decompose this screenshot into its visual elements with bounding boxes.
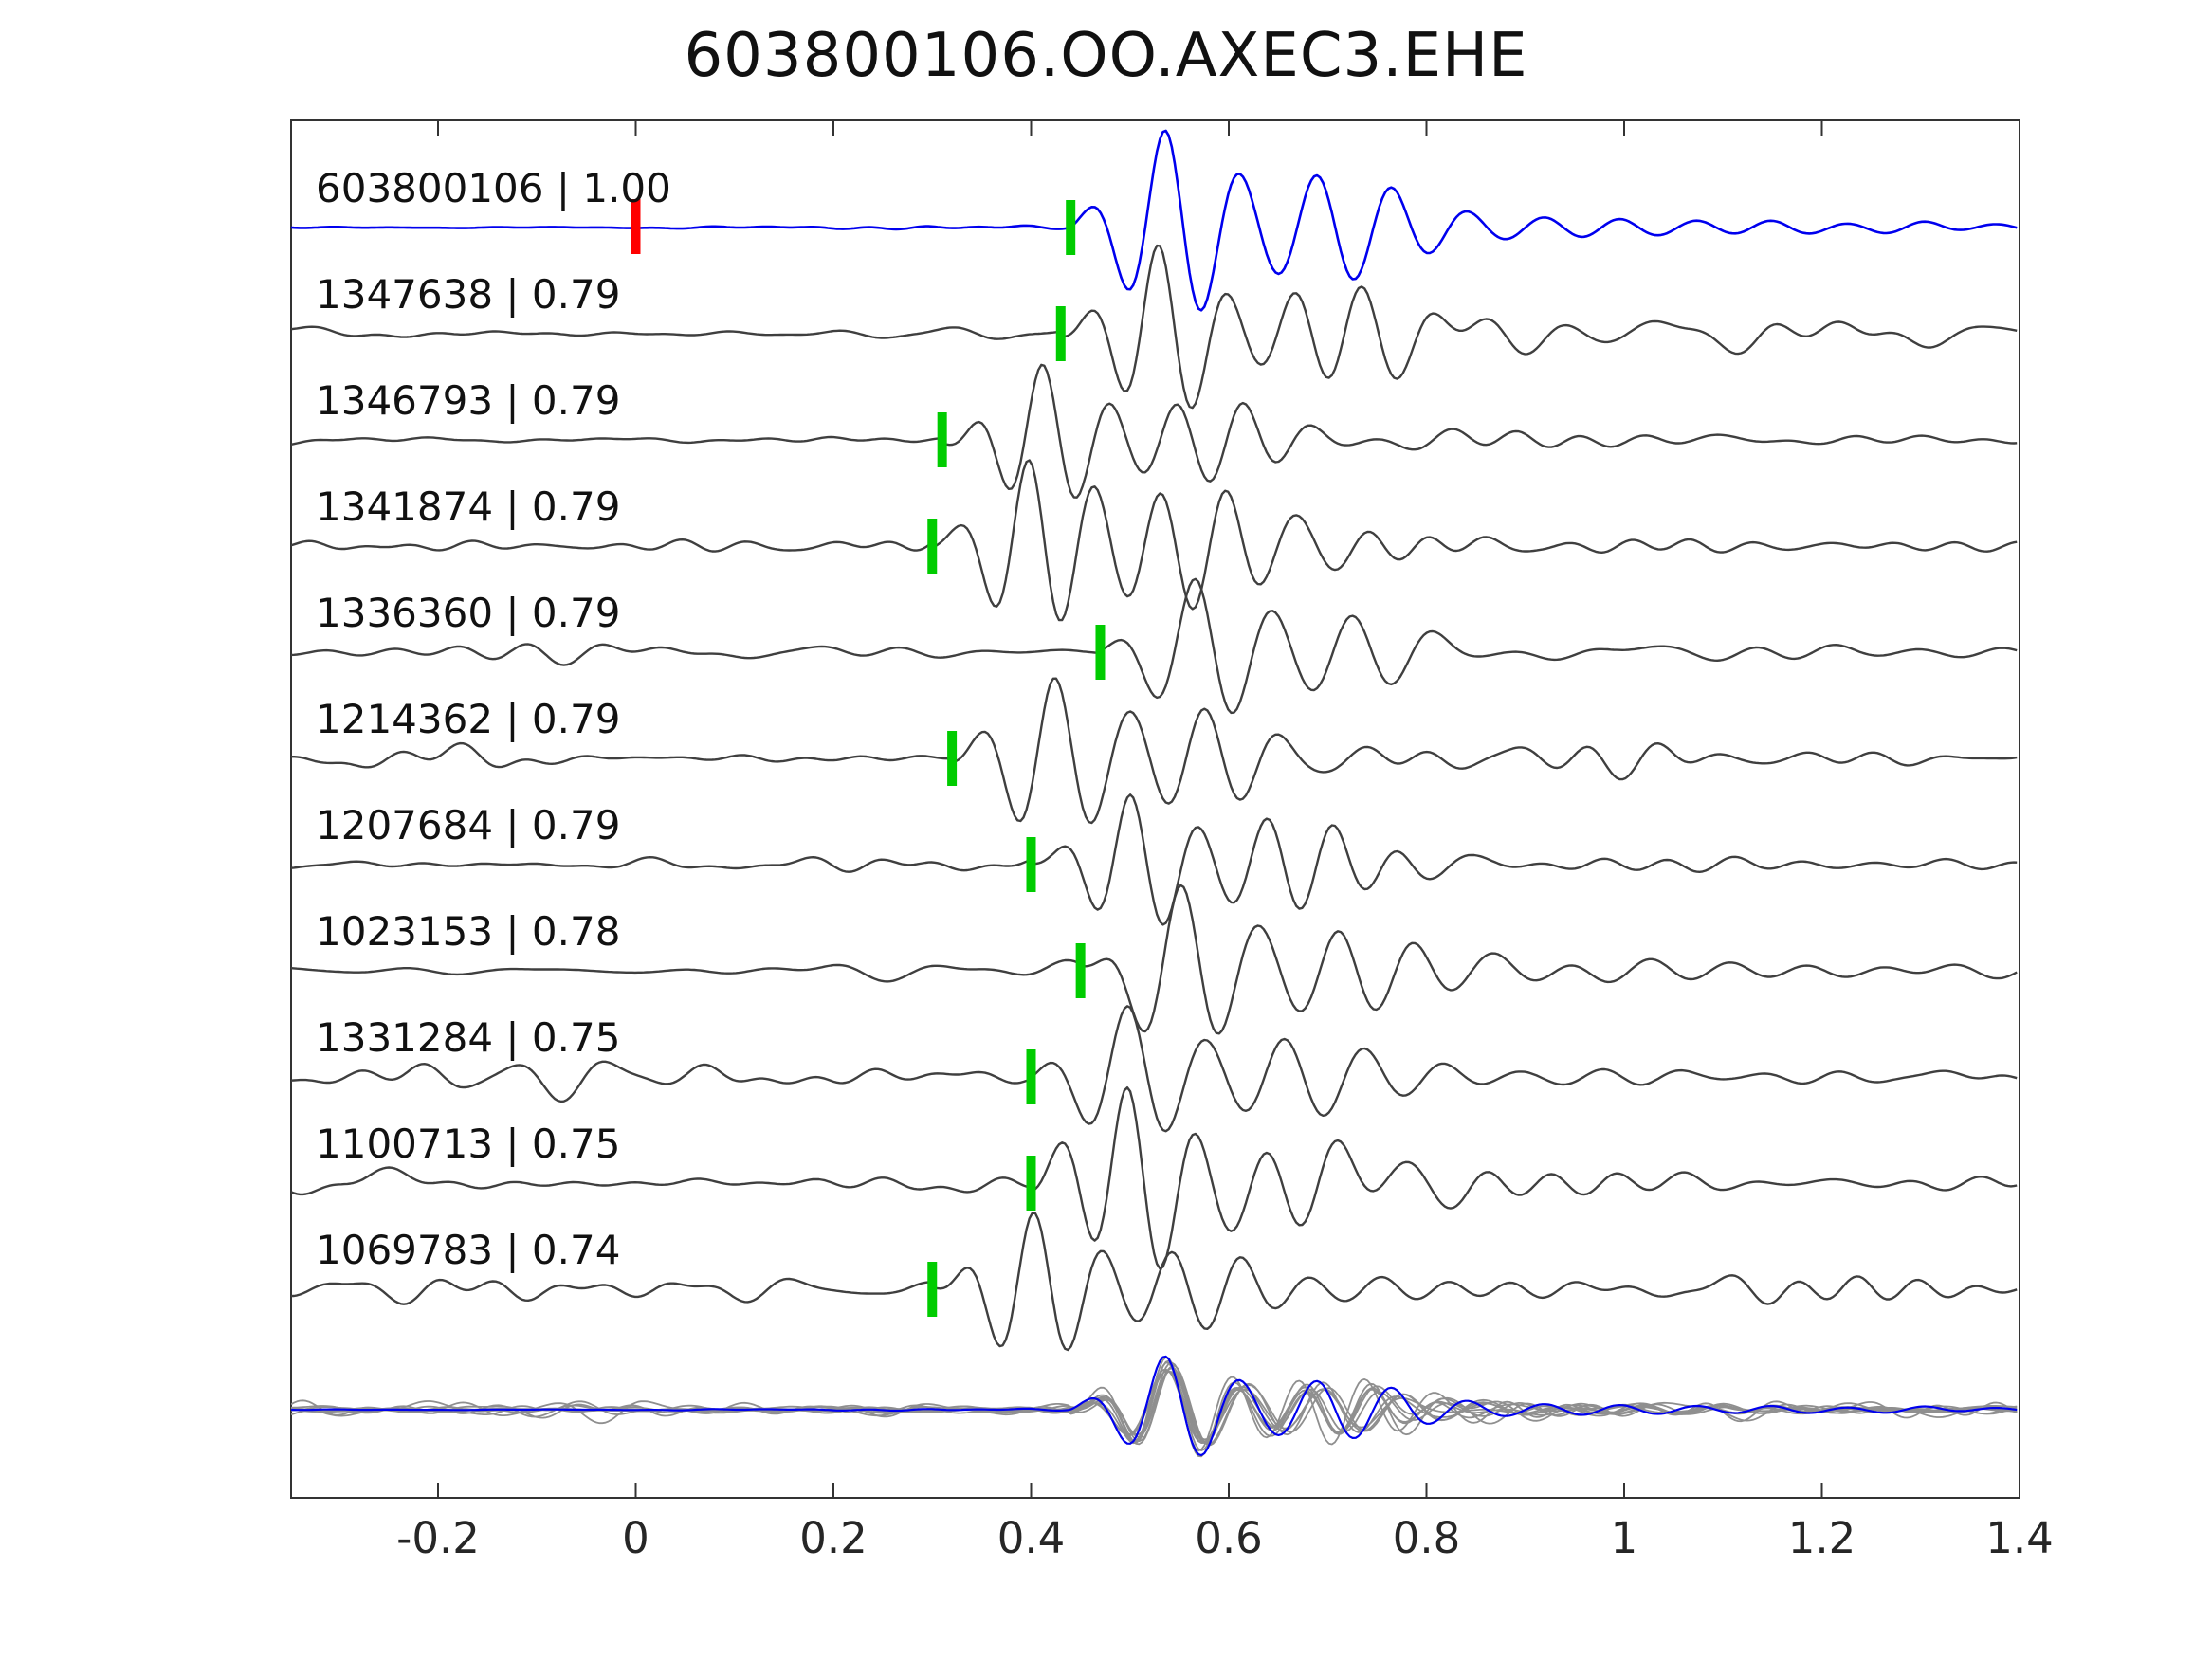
x-tick-label: 0.6 xyxy=(1195,1513,1263,1563)
waveform-trace xyxy=(291,459,2018,622)
x-tick-label: 0.4 xyxy=(996,1513,1066,1563)
waveform-trace xyxy=(291,363,2018,499)
trace-label: 1100713 | 0.75 xyxy=(316,1121,621,1167)
trace-label: 1207684 | 0.79 xyxy=(316,802,621,848)
waveform-trace xyxy=(291,244,2018,410)
waveform-trace xyxy=(291,1086,2018,1270)
x-tick-label: 0.8 xyxy=(1392,1513,1461,1563)
plot-border xyxy=(290,119,2020,1499)
trace-label: 1347638 | 0.79 xyxy=(316,271,621,318)
trace-label: 1336360 | 0.79 xyxy=(316,590,621,636)
x-tick-label: 0.2 xyxy=(799,1513,868,1563)
trace-label: 603800106 | 1.00 xyxy=(316,165,671,211)
figure-title: 603800106.OO.AXEC3.EHE xyxy=(684,21,1528,91)
waveform-trace xyxy=(291,1005,2018,1133)
overlay-trace xyxy=(291,1366,2018,1444)
waveform-trace xyxy=(291,677,2018,825)
trace-label: 1346793 | 0.79 xyxy=(316,377,621,424)
trace-label: 1214362 | 0.79 xyxy=(316,696,621,742)
x-tick-label: 1.2 xyxy=(1787,1513,1856,1563)
waveform-trace xyxy=(291,793,2018,926)
x-tick-label: 1 xyxy=(1610,1513,1638,1563)
x-tick-label: -0.2 xyxy=(396,1513,480,1563)
x-tick-label: 1.4 xyxy=(1985,1513,2054,1563)
overlay-template-waveform xyxy=(291,1355,2018,1457)
waveform-trace xyxy=(291,884,2018,1035)
overlay-trace xyxy=(291,1356,2018,1458)
waveform-trace xyxy=(291,1212,2018,1352)
trace-label: 1341874 | 0.79 xyxy=(316,483,621,530)
template-waveform xyxy=(291,129,2018,312)
waveform-trace xyxy=(291,577,2018,715)
trace-label: 1331284 | 0.75 xyxy=(316,1014,621,1061)
trace-label: 1069783 | 0.74 xyxy=(316,1227,621,1273)
x-tick-label: 0 xyxy=(622,1513,649,1563)
trace-label: 1023153 | 0.78 xyxy=(316,908,621,955)
